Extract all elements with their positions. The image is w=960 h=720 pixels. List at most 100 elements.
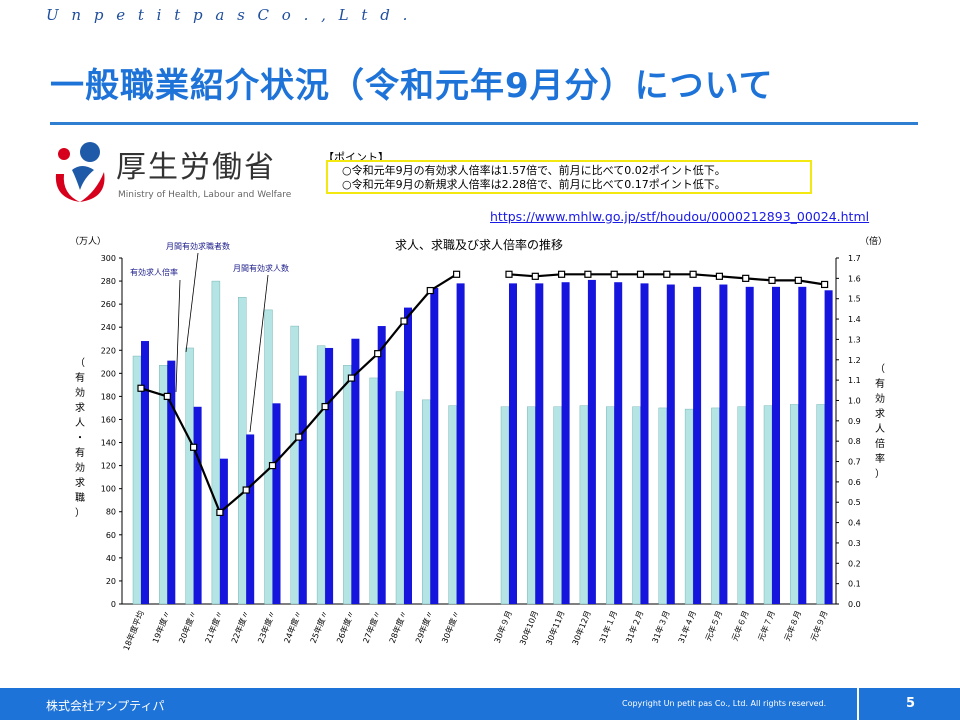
ratio-point bbox=[557, 270, 566, 278]
right-tick-label: 1.6 bbox=[848, 274, 861, 283]
bar-job-seekers bbox=[553, 406, 562, 605]
x-tick-label: 31年４月 bbox=[676, 609, 698, 644]
left-axis-title-char: 有 bbox=[75, 446, 85, 459]
x-tick-label: 30年12月 bbox=[570, 609, 593, 646]
bar-job-seekers bbox=[579, 405, 589, 605]
bar-job-seekers bbox=[132, 355, 142, 605]
ratio-point bbox=[768, 276, 776, 284]
bar-job-seekers bbox=[237, 297, 247, 605]
right-tick-label: 1.5 bbox=[848, 295, 861, 304]
right-axis-title-char: 人 bbox=[875, 423, 885, 435]
bar-job-openings bbox=[745, 286, 754, 604]
right-tick-label: 0.9 bbox=[848, 417, 861, 426]
title-divider bbox=[50, 122, 918, 125]
footer-bar: 株式会社アンプティパ Copyright Un petit pas Co., L… bbox=[0, 688, 960, 720]
page-title: 一般職業紹介状況（令和元年9月分）について bbox=[50, 66, 774, 106]
x-tick-label: 19年度〃 bbox=[150, 609, 172, 644]
mhlw-emblem-icon bbox=[55, 142, 105, 202]
annotation-job-seekers: 月間有効求職者数 bbox=[166, 241, 230, 251]
left-unit-label: （万人） bbox=[70, 236, 106, 247]
right-axis-title-char: 有 bbox=[875, 377, 885, 390]
left-tick-label: 260 bbox=[101, 300, 116, 309]
bar-job-seekers bbox=[211, 280, 221, 605]
bar-job-openings bbox=[666, 284, 675, 604]
left-tick-label: 140 bbox=[101, 439, 116, 448]
bar-job-openings bbox=[798, 286, 807, 604]
bar-job-openings bbox=[141, 341, 149, 604]
x-tick-label: 21年度〃 bbox=[203, 609, 225, 644]
ratio-point bbox=[321, 402, 329, 411]
left-tick-label: 240 bbox=[101, 323, 116, 332]
source-link[interactable]: https://www.mhlw.go.jp/stf/houdou/000021… bbox=[490, 209, 870, 224]
right-axis-title-char: ） bbox=[875, 468, 885, 480]
x-tick-label: 20年度〃 bbox=[176, 609, 198, 644]
x-tick-label: 30年11月 bbox=[544, 609, 567, 646]
bar-job-openings bbox=[640, 283, 649, 604]
right-axis-title-char: 倍 bbox=[875, 437, 885, 450]
left-tick-label: 220 bbox=[101, 346, 116, 355]
left-tick-label: 300 bbox=[101, 254, 116, 263]
right-tick-label: 1.0 bbox=[848, 396, 861, 405]
left-axis-title-char: 求 bbox=[75, 477, 85, 489]
ratio-point bbox=[190, 443, 198, 451]
bar-job-seekers bbox=[448, 405, 457, 605]
left-tick-label: 160 bbox=[101, 415, 116, 424]
left-axis-title-char: ） bbox=[75, 507, 85, 519]
right-axis-title-char: 率 bbox=[875, 452, 885, 465]
left-axis-title-char: 効 bbox=[75, 386, 85, 399]
bar-job-openings bbox=[298, 375, 307, 604]
bar-job-openings bbox=[404, 307, 412, 604]
bar-job-seekers bbox=[159, 365, 168, 605]
x-tick-label: 元年６月 bbox=[729, 609, 750, 642]
brand-name: U n p e t i t p a s C o . , L t d . bbox=[46, 6, 412, 24]
right-tick-label: 1.2 bbox=[848, 356, 861, 365]
bar-job-openings bbox=[246, 434, 255, 604]
x-tick-label: 元年７月 bbox=[756, 609, 777, 642]
ratio-point bbox=[715, 272, 724, 280]
jobs-chart: 0 20 40 60 80 100 120 140 160 180 200 220 240 260 280 3… bbox=[70, 235, 887, 652]
left-tick-label: 40 bbox=[106, 554, 116, 563]
left-tick-label: 20 bbox=[106, 577, 116, 586]
x-tick-label: 28年度〃 bbox=[387, 609, 409, 644]
left-axis-title-char: ・ bbox=[75, 433, 85, 444]
bar-job-openings bbox=[167, 360, 176, 604]
footer-company: 株式会社アンプティパ bbox=[46, 699, 165, 713]
bar-job-openings bbox=[430, 287, 439, 604]
bar-job-openings bbox=[587, 279, 596, 604]
bar-job-openings bbox=[272, 403, 281, 604]
annotation-leader-job-seekers bbox=[185, 252, 199, 353]
x-tick-label: 31年２月 bbox=[623, 609, 645, 644]
right-tick-label: 0.2 bbox=[848, 559, 861, 568]
bar-job-openings bbox=[325, 347, 334, 604]
x-tick-label: 30年10月 bbox=[517, 609, 540, 646]
bar-job-seekers bbox=[264, 309, 273, 605]
bar-job-openings bbox=[351, 338, 360, 604]
footer-copyright: Copyright Un petit pas Co., Ltd. All rig… bbox=[622, 699, 827, 708]
ratio-point bbox=[400, 317, 408, 325]
point-line-2: ○令和元年9月の新規求人倍率は2.28倍で、前月に比べて0.17ポイント低下。 bbox=[342, 178, 726, 191]
ratio-point bbox=[610, 270, 618, 278]
bar-job-seekers bbox=[632, 406, 641, 605]
annotation-leader-ratio bbox=[175, 279, 181, 393]
points-box: ○令和元年9月の有効求人倍率は1.57倍で、前月に比べて0.02ポイント低下。 … bbox=[326, 160, 812, 194]
ratio-point bbox=[689, 270, 697, 278]
x-tick-label: 元年５月 bbox=[703, 609, 724, 642]
ratio-point bbox=[137, 384, 145, 392]
left-tick-label: 120 bbox=[101, 462, 116, 471]
left-tick-label: 60 bbox=[106, 531, 116, 540]
x-tick-label: 23年度〃 bbox=[255, 609, 277, 644]
bar-job-seekers bbox=[790, 404, 799, 605]
annotation-ratio: 有効求人倍率 bbox=[130, 267, 178, 277]
bar-job-openings bbox=[219, 458, 228, 604]
ratio-point bbox=[163, 392, 171, 400]
right-tick-label: 0.3 bbox=[848, 539, 861, 548]
left-axis-title-char: 職 bbox=[75, 492, 85, 504]
right-tick-label: 0.8 bbox=[848, 437, 861, 446]
right-tick-label: 0.4 bbox=[848, 519, 861, 528]
x-tick-label: 31年３月 bbox=[650, 609, 672, 644]
right-tick-label: 0.5 bbox=[848, 498, 861, 507]
right-tick-label: 1.4 bbox=[848, 315, 861, 324]
x-tick-label: 26年度〃 bbox=[334, 609, 356, 644]
ratio-point bbox=[820, 280, 829, 289]
annotation-leader-job-openings bbox=[249, 274, 269, 433]
